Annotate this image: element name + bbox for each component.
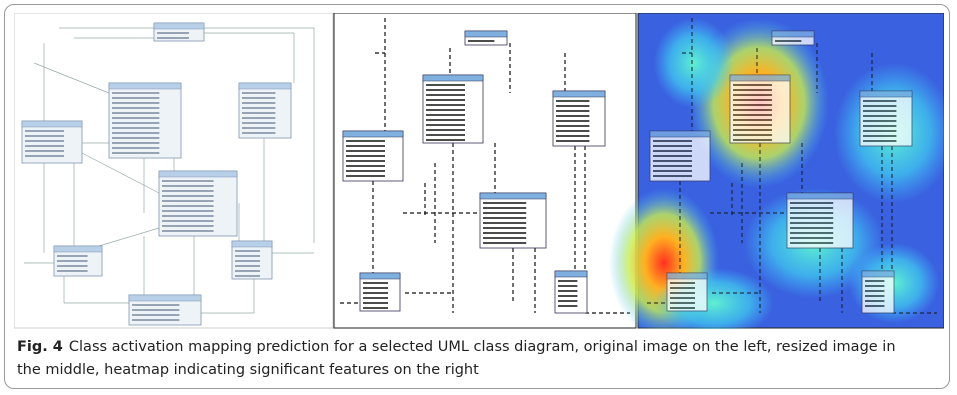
class-header (232, 241, 272, 247)
class-header (555, 271, 587, 277)
class-header (154, 23, 204, 29)
class-header (650, 131, 710, 137)
class-header (465, 31, 507, 37)
class-box (109, 83, 181, 158)
class-header (54, 246, 102, 252)
class-header (109, 83, 181, 89)
class-header (730, 75, 790, 81)
class-box (787, 193, 853, 248)
left-panel (14, 13, 333, 328)
class-header (860, 91, 912, 97)
class-box (239, 83, 291, 138)
class-header (862, 271, 894, 277)
class-box (553, 91, 605, 146)
class-header (480, 193, 546, 199)
class-box (860, 91, 912, 146)
class-box (480, 193, 546, 248)
caption-text: Class activation mapping prediction for … (17, 339, 896, 378)
class-header (423, 75, 483, 81)
class-header (239, 83, 291, 89)
class-header (553, 91, 605, 97)
class-header (772, 31, 814, 37)
class-header (22, 121, 82, 127)
heat-blob (654, 18, 734, 108)
class-header (667, 273, 707, 279)
class-header (159, 171, 237, 177)
class-header (129, 295, 201, 301)
figure-label: Fig. 4 (17, 339, 63, 355)
class-header (343, 131, 403, 137)
class-header (360, 273, 400, 279)
figure-image (14, 13, 944, 329)
class-header (787, 193, 853, 199)
